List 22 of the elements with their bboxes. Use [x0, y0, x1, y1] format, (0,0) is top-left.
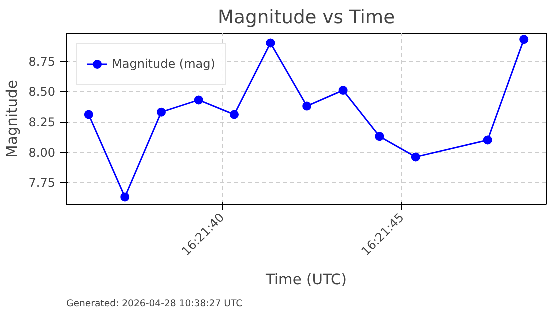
point	[338, 86, 348, 95]
point	[156, 108, 166, 117]
legend-label: Magnitude (mag)	[112, 57, 216, 71]
point	[411, 152, 420, 162]
point	[302, 102, 312, 111]
point	[375, 132, 384, 142]
point	[266, 38, 276, 48]
y-tick-label: 8.50	[28, 85, 56, 100]
point	[84, 110, 94, 120]
text: Generated: 2026-04-28 10:38:27 UTC	[66, 298, 243, 310]
point	[483, 136, 492, 145]
point	[120, 192, 130, 202]
chart-title: Magnitude vs Time	[218, 8, 396, 28]
y-tick-label: 8.75	[28, 54, 56, 69]
y-tick-label: 8.25	[28, 116, 56, 130]
point	[194, 96, 204, 105]
y-tick-label: 8.00	[28, 146, 56, 160]
point	[230, 110, 239, 120]
y-tick-label: 7.75	[28, 176, 56, 190]
point	[520, 35, 529, 44]
y-axis-title: Magnitude	[4, 80, 21, 158]
x-axis-title: Time (UTC)	[264, 272, 348, 289]
